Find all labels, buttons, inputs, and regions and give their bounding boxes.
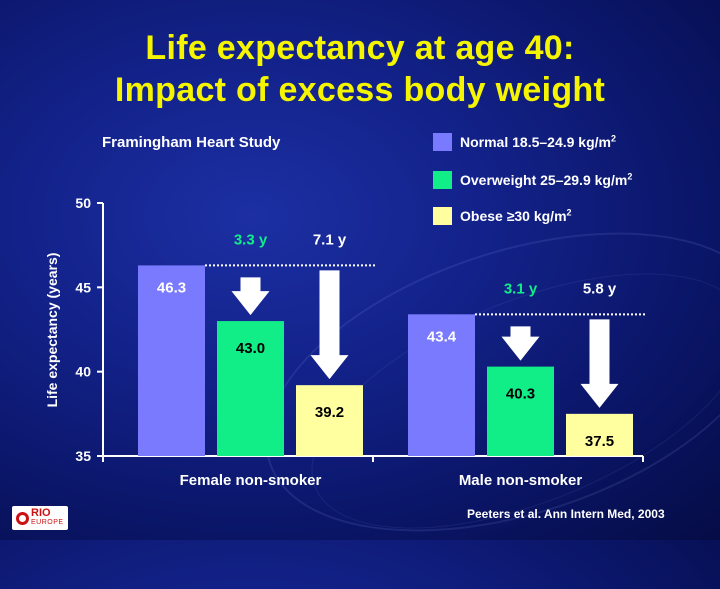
bar: [138, 265, 205, 456]
bar-value-label: 43.0: [236, 340, 265, 357]
legend-item-normal: Normal 18.5–24.9 kg/m2: [433, 132, 616, 152]
logo-text-top: RIO: [31, 507, 51, 519]
rio-europe-logo: RIO EUROPE: [12, 506, 68, 530]
slide-title-line2: Impact of excess body weight: [114, 71, 606, 109]
citation: Peeters et al. Ann Intern Med, 2003: [467, 507, 665, 521]
legend-swatch-obese: [433, 207, 452, 225]
legend-swatch-normal: [433, 133, 452, 151]
slide-title-line1: Life expectancy at age 40:: [145, 29, 575, 67]
y-tick-label: 35: [75, 448, 91, 464]
arrow-obese: [310, 270, 349, 380]
annotation-obese-loss: 5.8 y: [583, 280, 617, 297]
legend-label-overweight: Overweight 25–29.9 kg/m2: [460, 171, 633, 188]
legend-item-overweight: Overweight 25–29.9 kg/m2: [433, 170, 632, 190]
annotation-overweight-loss: 3.3 y: [234, 231, 268, 248]
y-tick-label: 50: [75, 195, 91, 211]
legend-swatch-overweight: [433, 171, 452, 189]
y-tick-label: 40: [75, 364, 91, 380]
bar: [296, 385, 363, 456]
bar-chart: 35 40 45 50 Life expectancy (years) 46.3 43.0 3…: [44, 195, 633, 489]
bar: [217, 321, 284, 456]
bar-value-label: 40.3: [506, 386, 535, 403]
bar: [487, 366, 554, 456]
legend-label-normal: Normal 18.5–24.9 kg/m2: [460, 133, 616, 150]
bar-value-label: 46.3: [157, 279, 186, 296]
annotation-overweight-loss: 3.1 y: [504, 280, 538, 297]
arrow-overweight: [231, 277, 270, 316]
bar-value-label: 43.4: [427, 328, 457, 345]
chart-subtitle: Framingham Heart Study: [102, 134, 281, 151]
logo-ring-icon: [16, 511, 29, 525]
y-axis-label: Life expectancy (years): [44, 253, 60, 408]
annotation-obese-loss: 7.1 y: [313, 231, 347, 248]
x-category-label: Female non-smoker: [180, 472, 322, 489]
arrow-overweight: [501, 326, 540, 361]
bar: [408, 314, 475, 456]
bar-value-label: 39.2: [315, 404, 344, 421]
logo-text-bottom: EUROPE: [31, 519, 64, 526]
legend-label-obese: Obese ≥30 kg/m2: [460, 207, 572, 224]
bar-value-label: 37.5: [585, 433, 614, 450]
legend-item-obese: Obese ≥30 kg/m2: [433, 206, 572, 226]
bar: [566, 413, 633, 456]
y-tick-label: 45: [75, 279, 91, 295]
x-category-label: Male non-smoker: [459, 472, 583, 489]
arrow-obese: [580, 319, 619, 408]
